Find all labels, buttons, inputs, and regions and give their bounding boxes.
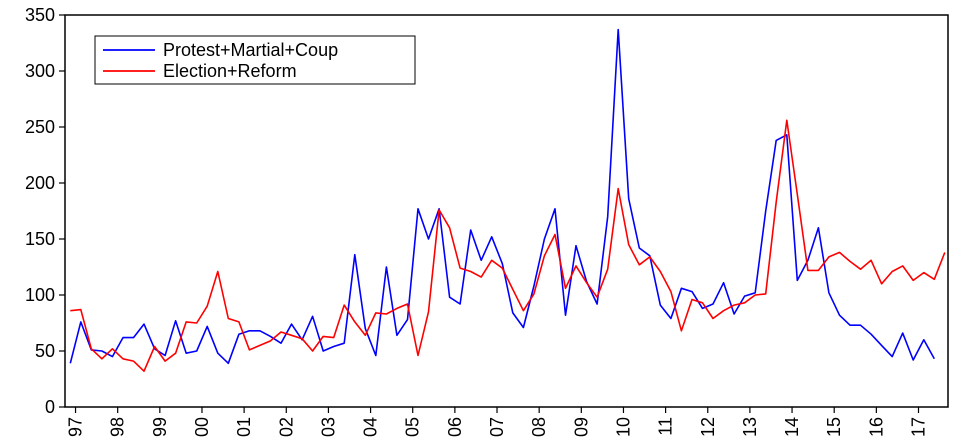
legend-label: Election+Reform [163, 61, 297, 81]
x-tick-label: 98 [108, 417, 128, 437]
x-tick-label: 09 [571, 417, 591, 437]
y-tick-label: 100 [25, 285, 55, 305]
y-tick-label: 50 [35, 341, 55, 361]
x-tick-label: 16 [866, 417, 886, 437]
y-tick-label: 0 [45, 397, 55, 417]
y-tick-label: 200 [25, 173, 55, 193]
x-tick-label: 00 [192, 417, 212, 437]
x-tick-label: 03 [318, 417, 338, 437]
x-tick-label: 08 [529, 417, 549, 437]
x-tick-label: 01 [234, 417, 254, 437]
x-tick-label: 05 [403, 417, 423, 437]
x-tick-label: 17 [908, 417, 928, 437]
x-tick-label: 04 [361, 417, 381, 437]
x-tick-label: 97 [66, 417, 86, 437]
x-tick-label: 11 [656, 417, 676, 436]
x-tick-label: 06 [445, 417, 465, 437]
x-tick-label: 10 [613, 417, 633, 437]
x-tick-label: 14 [782, 417, 802, 437]
plot-area [64, 14, 949, 408]
legend-box [94, 35, 416, 85]
series-line-1 [69, 28, 936, 365]
series-line-2 [70, 119, 946, 373]
y-tick-label: 150 [25, 229, 55, 249]
x-tick-label: 12 [698, 417, 718, 437]
legend-label: Protest+Martial+Coup [163, 40, 338, 60]
y-tick-label: 250 [25, 117, 55, 137]
y-tick-label: 300 [25, 61, 55, 81]
x-tick-label: 02 [276, 417, 296, 437]
x-tick-label: 07 [487, 417, 507, 437]
x-tick-label: 99 [150, 417, 170, 437]
x-tick-label: 13 [740, 417, 760, 437]
y-tick-label: 350 [25, 5, 55, 25]
x-tick-label: 15 [824, 417, 844, 437]
